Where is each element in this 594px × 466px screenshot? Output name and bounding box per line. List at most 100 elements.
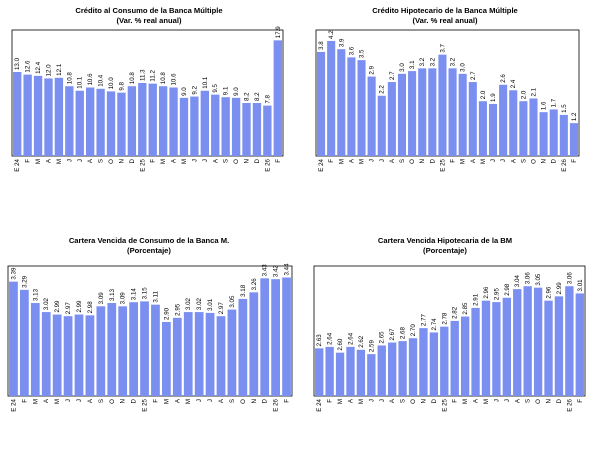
bar — [242, 103, 251, 156]
x-tick-label: S — [98, 399, 105, 403]
chart-subtitle: (Var. % real anual) — [116, 16, 182, 25]
x-tick-label: E 25 — [439, 158, 446, 171]
bar — [440, 326, 449, 396]
x-tick-label: F — [25, 159, 32, 163]
bar — [357, 60, 366, 157]
x-tick-label: N — [541, 159, 548, 163]
data-label: 3.7 — [439, 43, 446, 52]
chart-panel-hipotecario: Crédito Hipotecario de la Banca Múltiple… — [300, 6, 590, 236]
data-label: 3.05 — [229, 295, 236, 308]
bar — [238, 298, 248, 396]
data-label: 2.9 — [369, 65, 376, 74]
plot-frame — [313, 265, 586, 397]
bar — [249, 292, 259, 396]
x-tick-label: J — [202, 159, 209, 162]
chart-panel-consumo: Crédito al Consumo de la Banca Múltiple … — [4, 6, 294, 236]
x-tick-label: M — [460, 159, 467, 164]
x-tick-label: M — [163, 399, 170, 404]
data-label: 2.6 — [500, 74, 507, 83]
bar — [499, 84, 508, 156]
x-tick-label: O — [240, 399, 247, 404]
data-label: 9.0 — [181, 87, 188, 96]
x-tick-label: A — [45, 158, 52, 163]
bar — [30, 303, 40, 396]
x-tick-label: S — [98, 159, 105, 163]
data-label: 2.85 — [462, 302, 469, 315]
data-label: 2.91 — [473, 293, 480, 306]
bar — [559, 114, 568, 156]
data-label: 2.2 — [379, 85, 386, 94]
data-label: 2.95 — [174, 303, 181, 316]
x-tick-label: A — [43, 398, 50, 403]
x-tick-label: D — [431, 398, 438, 403]
x-tick-label: J — [490, 159, 497, 162]
data-label: 2.78 — [441, 312, 448, 325]
bar — [271, 279, 280, 396]
data-label: 3.2 — [450, 57, 457, 66]
x-tick-label: A — [470, 158, 477, 163]
data-label: 2.1 — [530, 87, 537, 96]
data-label: 2.63 — [316, 334, 323, 347]
data-label: 9.2 — [191, 85, 198, 94]
data-label: 2.67 — [389, 328, 396, 341]
chart-subtitle: (Porcentaje) — [127, 246, 171, 255]
bar — [398, 341, 407, 396]
bar — [9, 281, 18, 396]
data-label: 3.0 — [399, 63, 406, 72]
data-label: 2.64 — [327, 332, 334, 345]
x-tick-label: M — [54, 399, 61, 404]
data-label: 12.1 — [56, 63, 63, 76]
data-label: 11.3 — [139, 69, 146, 81]
data-label: 2.70 — [410, 324, 417, 337]
data-label: 2.59 — [368, 340, 375, 353]
bar — [367, 76, 376, 156]
bar — [162, 321, 171, 396]
x-tick-label: F — [452, 399, 459, 403]
bar — [172, 317, 182, 396]
bar — [118, 306, 128, 396]
bar — [263, 105, 272, 156]
x-tick-label: N — [251, 399, 258, 403]
x-tick-label: E 26 — [273, 398, 280, 411]
bar — [227, 309, 237, 396]
data-label: 12.0 — [45, 64, 52, 77]
x-tick-label: A — [348, 158, 355, 163]
x-tick-label: J — [379, 159, 386, 162]
data-label: 2.64 — [347, 332, 354, 345]
x-tick-label: M — [160, 159, 167, 164]
bar — [190, 96, 199, 156]
data-label: 10.6 — [87, 73, 94, 86]
data-label: 3.42 — [273, 265, 280, 278]
x-tick-label: F — [327, 399, 334, 403]
x-tick-label: M — [483, 399, 490, 404]
bar — [317, 51, 326, 157]
bar — [549, 109, 558, 156]
data-label: 10.4 — [98, 74, 105, 87]
x-tick-label: A — [473, 398, 480, 403]
x-tick-label: A — [514, 398, 521, 403]
data-label: 2.4 — [510, 79, 517, 88]
data-label: 3.09 — [120, 292, 127, 305]
data-label: 3.8 — [318, 41, 325, 50]
bar — [533, 287, 543, 396]
x-tick-label: D — [556, 398, 563, 403]
x-tick-label: D — [131, 398, 138, 403]
x-tick-label: E 26 — [561, 158, 568, 171]
data-label: 3.06 — [566, 272, 573, 285]
chart-panel-cartera-consumo: Cartera Vencida de Consumo de la Banca M… — [4, 236, 294, 466]
bar — [86, 87, 95, 156]
data-label: 11.2 — [150, 69, 157, 81]
x-tick-label: O — [410, 399, 417, 404]
x-tick-label: E 24 — [14, 158, 21, 171]
chart-title: Crédito Hipotecario de la Banca Múltiple — [372, 6, 518, 15]
data-label: 3.02 — [185, 297, 192, 310]
x-tick-label: N — [118, 159, 125, 163]
data-label: 1.2 — [571, 112, 578, 121]
x-tick-label: J — [368, 399, 375, 402]
x-tick-label: J — [207, 399, 214, 402]
data-label: 3.09 — [98, 292, 105, 305]
x-tick-label: S — [399, 159, 406, 163]
x-tick-label: N — [420, 399, 427, 403]
bar — [65, 86, 74, 156]
data-label: 2.0 — [480, 90, 487, 99]
